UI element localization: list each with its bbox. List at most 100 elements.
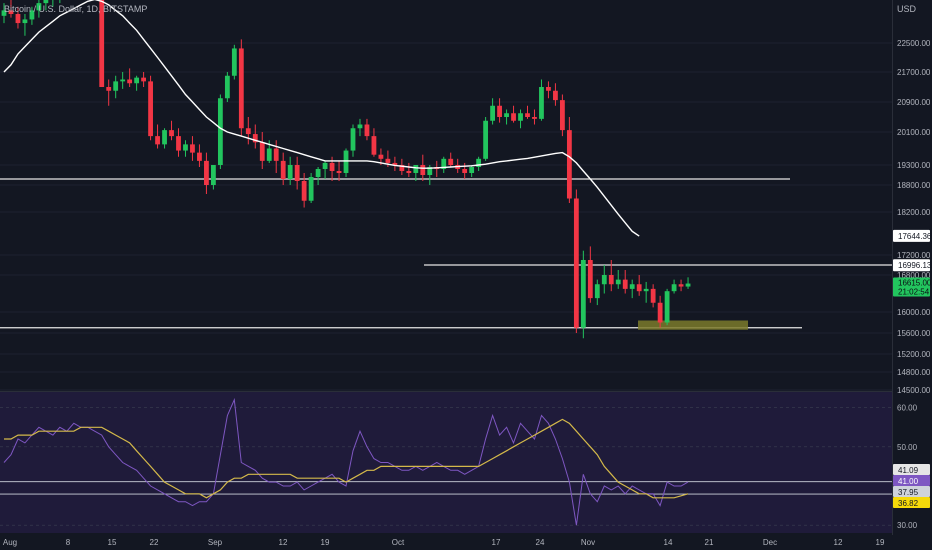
rsi-tick-label: 50.00 <box>897 443 918 452</box>
candle-body <box>280 160 286 179</box>
rsi-axis: 60.00 50.00 30.00 <box>897 404 918 531</box>
candle-body <box>671 284 677 292</box>
candlestick-series[interactable] <box>1 0 691 339</box>
candle-body <box>1 10 7 16</box>
candle-body <box>406 171 412 173</box>
last-price-box <box>893 277 930 297</box>
rsi-value-box <box>893 497 930 508</box>
time-tick-label: 24 <box>536 538 545 547</box>
candle-body <box>343 150 349 173</box>
candle-body <box>308 177 314 201</box>
candle-body <box>336 171 342 173</box>
price-label-box <box>893 259 930 272</box>
rsi-value-labels: 41.09 41.00 37.95 36.82 <box>893 464 930 508</box>
candle-body <box>29 10 35 20</box>
candle-body <box>678 284 684 287</box>
time-tick-label: 21 <box>705 538 714 547</box>
candle-body <box>43 0 49 4</box>
rsi-tick-label: 30.00 <box>897 521 918 530</box>
price-label-text: 17644.36 <box>898 232 932 241</box>
rsi-value-text: 41.09 <box>898 466 919 475</box>
candle-body <box>204 160 209 185</box>
price-tick-label: 19300.00 <box>897 161 931 170</box>
candle-body <box>566 130 572 199</box>
time-tick-label: 17 <box>492 538 501 547</box>
candle-body <box>580 260 586 328</box>
candle-body <box>357 124 363 129</box>
price-tick-label: 22500.00 <box>897 39 931 48</box>
currency-label: USD <box>897 4 917 14</box>
candle-body <box>113 81 119 91</box>
price-tick-label: 15200.00 <box>897 350 931 359</box>
candle-body <box>245 128 251 135</box>
candle-body <box>15 14 21 24</box>
candle-body <box>106 87 112 91</box>
time-tick-label: Oct <box>392 538 405 547</box>
candle-body <box>385 158 391 163</box>
price-tick-label: 20900.00 <box>897 98 931 107</box>
candle-body <box>587 260 593 299</box>
candle-body <box>399 165 405 171</box>
rsi-band <box>0 392 892 533</box>
price-label-text: 16996.13 <box>898 261 932 270</box>
candle-body <box>252 134 258 143</box>
candle-body <box>127 79 133 84</box>
price-tick-label: 16000.00 <box>897 308 931 317</box>
candle-body <box>490 105 495 121</box>
time-tick-label: 19 <box>876 538 885 547</box>
candle-body <box>315 169 321 177</box>
candle-body <box>169 130 174 137</box>
candle-body <box>294 165 300 181</box>
time-tick-label: 14 <box>664 538 673 547</box>
candle-body <box>273 148 279 161</box>
candle-body <box>608 275 614 285</box>
candle-body <box>420 165 426 175</box>
candle-body <box>371 136 377 155</box>
countdown-text: 21:02:54 <box>898 288 930 297</box>
candle-body <box>441 158 447 169</box>
rsi-value-box <box>893 464 930 475</box>
rsi-value-box <box>893 486 930 497</box>
candle-body <box>476 158 482 167</box>
price-tick-label: 14800.00 <box>897 368 931 377</box>
price-tick-label: 14500.00 <box>897 386 931 395</box>
candle-body <box>8 10 14 14</box>
candle-body <box>594 284 600 299</box>
candle-body <box>643 288 649 292</box>
rsi-panel[interactable] <box>0 397 892 526</box>
candle-body <box>413 165 419 173</box>
candle-body <box>259 142 265 161</box>
time-tick-label: Dec <box>763 538 777 547</box>
candle-body <box>224 75 230 99</box>
candle-body <box>197 152 202 161</box>
rsi-line <box>3 397 689 526</box>
price-tick-label: 18800.00 <box>897 181 931 190</box>
price-tick-label: 21700.00 <box>897 68 931 77</box>
time-tick-label: 19 <box>321 538 330 547</box>
candle-body <box>238 48 244 129</box>
candle-body <box>141 77 146 82</box>
candle-body <box>518 113 523 121</box>
candle-body <box>629 284 635 289</box>
candle-body <box>546 87 551 91</box>
panel-separator <box>0 391 892 392</box>
time-tick-label: 12 <box>834 538 843 547</box>
candle-body <box>183 144 188 151</box>
time-tick-label: 12 <box>279 538 288 547</box>
candle-body <box>211 165 216 185</box>
ma-line[interactable] <box>3 0 640 237</box>
candle-body <box>539 87 544 119</box>
candle-body <box>148 81 153 137</box>
candle-body <box>190 144 195 153</box>
candle-body <box>511 113 516 121</box>
support-zone[interactable] <box>638 320 748 330</box>
rsi-value-text: 41.00 <box>898 477 919 486</box>
candle-body <box>231 48 237 76</box>
price-axis-border <box>892 0 893 535</box>
candle-body <box>99 0 105 87</box>
time-tick-label: Aug <box>3 538 17 547</box>
candle-body <box>636 284 642 292</box>
candle-body <box>448 158 454 165</box>
candle-body <box>504 113 509 117</box>
